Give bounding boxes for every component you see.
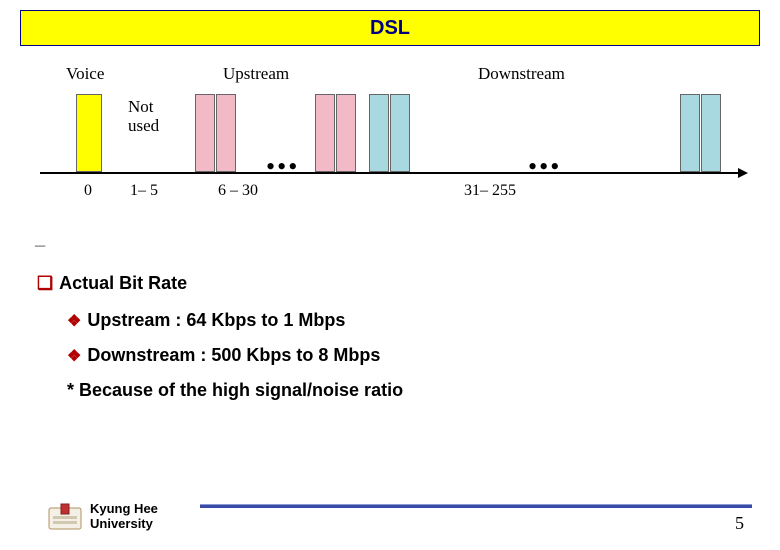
band-bar — [315, 94, 335, 172]
axis-tick-label: 1– 5 — [130, 182, 158, 200]
square-bullet-icon: ❑ — [37, 273, 53, 293]
ellipsis-1: ••• — [266, 152, 299, 182]
hz-label: — — [35, 235, 52, 255]
bullet-upstream: ❖ Upstream : 64 Kbps to 1 Mbps — [67, 310, 403, 331]
axis-tick-label: 6 – 30 — [218, 182, 258, 200]
university-name: Kyung Hee University — [90, 502, 158, 532]
title-bar: DSL — [20, 10, 760, 46]
band-bar — [701, 94, 721, 172]
label-voice: Voice — [66, 64, 104, 84]
upstream-text: Upstream : 64 Kbps to 1 Mbps — [87, 310, 345, 330]
downstream-text: Downstream : 500 Kbps to 8 Mbps — [87, 345, 380, 365]
section-text: Actual Bit Rate — [59, 273, 187, 293]
university-logo-icon — [48, 502, 82, 530]
content-block: ❑ Actual Bit Rate ❖ Upstream : 64 Kbps to … — [37, 273, 403, 401]
section-heading: ❑ Actual Bit Rate — [37, 273, 403, 294]
diagram-axis — [40, 172, 740, 174]
diamond-bullet-icon: ❖ — [67, 313, 81, 330]
axis-tick-label: 31– 255 — [464, 182, 516, 200]
band-bar — [369, 94, 389, 172]
footer: Kyung Hee University 5 — [0, 492, 780, 532]
label-downstream: Downstream — [478, 64, 565, 84]
band-bar — [680, 94, 700, 172]
band-bar — [76, 94, 102, 172]
diagram-bars — [40, 94, 740, 172]
dsl-band-diagram: Voice Upstream Downstream Not used ••• •… — [40, 64, 740, 219]
bullet-downstream: ❖ Downstream : 500 Kbps to 8 Mbps — [67, 345, 403, 366]
band-bar — [216, 94, 236, 172]
note-text: * Because of the high signal/noise ratio — [67, 380, 403, 400]
band-bar — [390, 94, 410, 172]
note-line: * Because of the high signal/noise ratio — [67, 380, 403, 401]
slide-title: DSL — [370, 17, 410, 40]
band-bar — [195, 94, 215, 172]
axis-tick-label: 0 — [84, 182, 92, 200]
diamond-bullet-icon: ❖ — [67, 348, 81, 365]
label-upstream: Upstream — [223, 64, 289, 84]
band-bar — [336, 94, 356, 172]
uni-line-1: Kyung Hee — [90, 501, 158, 516]
page-number: 5 — [735, 513, 744, 534]
footer-rule — [200, 504, 752, 508]
uni-line-2: University — [90, 516, 153, 531]
ellipsis-2: ••• — [528, 152, 561, 182]
